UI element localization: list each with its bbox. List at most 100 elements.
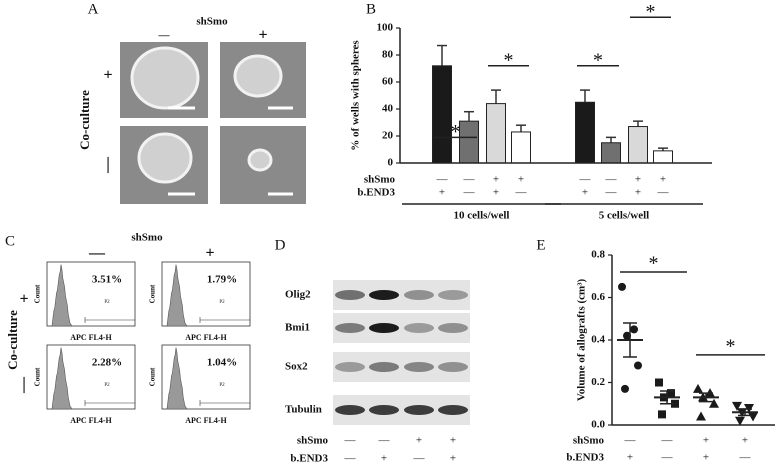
- percentage: 1.79%: [207, 274, 237, 286]
- condition-sign: —: [515, 187, 528, 199]
- bar: [601, 142, 621, 164]
- condition-sign: +: [439, 187, 445, 199]
- band: [404, 290, 434, 300]
- significance-star: *: [504, 49, 514, 71]
- condition-label: b.END3: [566, 452, 604, 464]
- significance-star: *: [646, 1, 656, 23]
- band: [335, 362, 365, 372]
- y-tick-label: 0.0: [591, 419, 605, 431]
- column-label: +: [258, 27, 267, 44]
- panel-letter: A: [88, 1, 99, 17]
- bar: [459, 120, 479, 164]
- y-tick-label: 40: [382, 103, 394, 115]
- point: [696, 411, 706, 421]
- y-axis-label: % of wells with spheres: [350, 40, 362, 151]
- condition-label: b.END3: [290, 453, 328, 465]
- condition-sign: +: [518, 174, 524, 186]
- condition-sign: +: [493, 174, 499, 186]
- condition-sign: +: [450, 453, 456, 465]
- band: [369, 362, 399, 372]
- plot-frame: [161, 344, 251, 410]
- y-label: Count: [149, 367, 157, 386]
- condition-sign: +: [582, 187, 588, 199]
- condition-sign: —: [378, 435, 391, 447]
- condition-sign: +: [660, 174, 666, 186]
- bar: [486, 103, 506, 164]
- western-blot: Olig2 Bmi1 Sox2 Tubulin shSmo — — + + b.END3 — + — +: [285, 280, 470, 465]
- condition-sign: —: [739, 452, 752, 464]
- row-label: —: [16, 376, 33, 394]
- band: [335, 323, 365, 333]
- bar: [511, 131, 531, 164]
- condition-sign: +: [416, 435, 422, 447]
- point: [709, 398, 719, 408]
- y-tick-label: 60: [382, 76, 394, 88]
- panel-letter: B: [366, 1, 376, 17]
- protein-label: Tubulin: [285, 404, 322, 416]
- condition-sign: —: [463, 187, 476, 199]
- panel-letter: C: [5, 233, 15, 249]
- y-tick-label: 20: [382, 130, 394, 142]
- point: [732, 401, 742, 411]
- condition-sign: —: [344, 435, 357, 447]
- point: [748, 412, 758, 422]
- blot-strip: [333, 352, 470, 382]
- panel-title: shSmo: [196, 16, 228, 28]
- y-label: Count: [149, 284, 157, 303]
- condition-sign: +: [635, 187, 641, 199]
- band: [369, 290, 399, 300]
- condition-sign: —: [579, 174, 592, 186]
- point: [623, 331, 631, 340]
- condition-sign: —: [624, 435, 637, 447]
- y-label: Count: [34, 284, 42, 303]
- band: [404, 405, 434, 415]
- panel-letter: D: [275, 237, 286, 253]
- point: [618, 282, 626, 291]
- x-label: APC FL4-H: [185, 333, 227, 342]
- y-tick-label: 80: [382, 49, 394, 61]
- point: [655, 378, 663, 387]
- condition-sign: —: [344, 453, 357, 465]
- condition-sign: —: [605, 187, 618, 199]
- point: [671, 399, 679, 408]
- x-label: APC FL4-H: [70, 333, 112, 342]
- point: [634, 361, 642, 370]
- point: [735, 416, 745, 426]
- significance-star: *: [726, 335, 736, 357]
- column-label: —: [158, 30, 171, 42]
- y-label: Count: [34, 367, 42, 386]
- protein-label: Sox2: [285, 361, 308, 373]
- bar: [432, 65, 452, 164]
- row-label: —: [100, 156, 117, 174]
- condition-sign: +: [381, 453, 387, 465]
- significance-star: *: [451, 121, 461, 143]
- y-tick-label: 0: [388, 157, 394, 169]
- significance-star: *: [593, 49, 603, 71]
- histogram: [47, 347, 73, 410]
- plot-frame: [46, 261, 136, 327]
- condition-sign: —: [661, 435, 674, 447]
- micrographs: [120, 42, 306, 204]
- column-label: +: [205, 245, 214, 262]
- condition-sign: +: [703, 435, 709, 447]
- histogram: [162, 347, 188, 410]
- row-title: Co-culture: [77, 90, 92, 150]
- column-label: —: [88, 245, 106, 262]
- band: [404, 362, 434, 372]
- band: [438, 323, 468, 333]
- condition-sign: —: [657, 187, 670, 199]
- condition-sign: +: [703, 452, 709, 464]
- y-axis-label: Volume of allografts (cm³): [576, 278, 588, 401]
- point: [630, 325, 638, 334]
- group-label: 10 cells/well: [454, 210, 510, 222]
- condition-sign: +: [493, 187, 499, 199]
- protein-label: Bmi1: [285, 322, 310, 334]
- point: [693, 383, 703, 393]
- flow-plots: 3.51% P2 Count APC FL4-H 1.79% P2 Count APC FL4…: [34, 261, 251, 425]
- condition-sign: —: [413, 453, 426, 465]
- condition-label: shSmo: [573, 435, 605, 447]
- condition-sign: +: [627, 452, 633, 464]
- point: [667, 389, 675, 398]
- plot-frame: [46, 344, 136, 410]
